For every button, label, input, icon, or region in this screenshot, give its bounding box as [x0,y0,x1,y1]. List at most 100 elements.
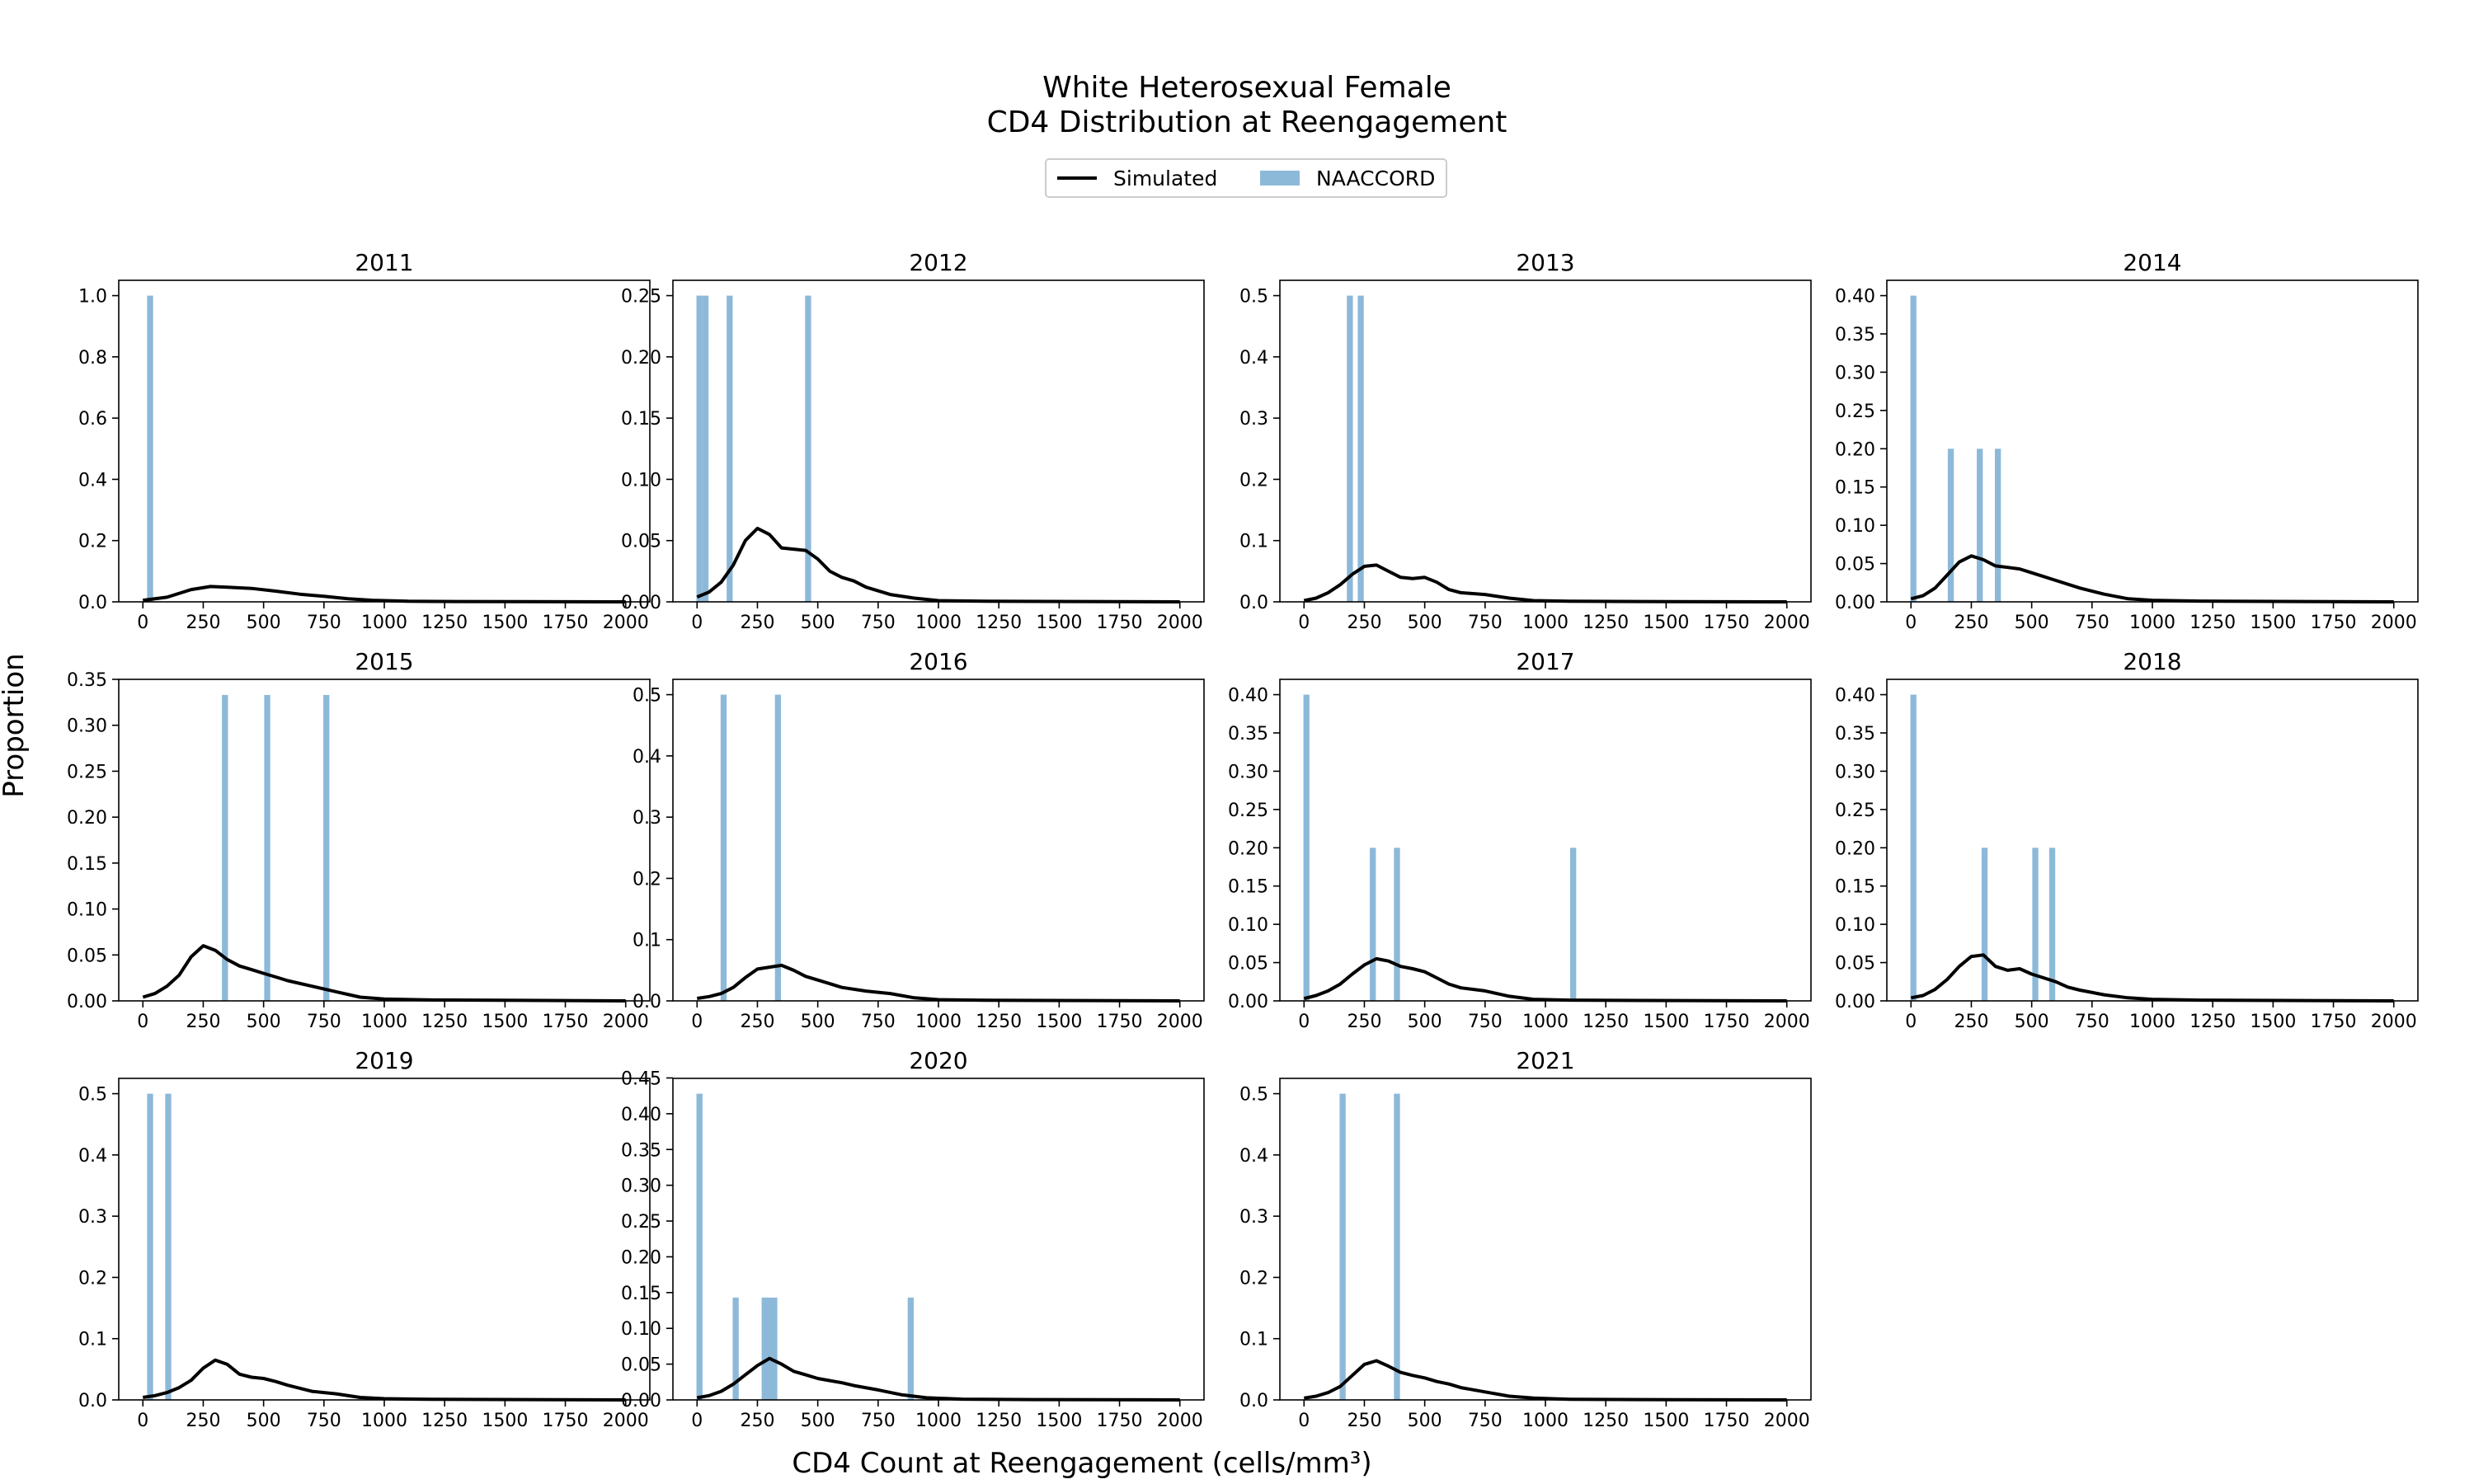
naaccord-bar [1370,848,1376,1001]
naaccord-bar [2048,848,2056,1001]
x-tick-label: 250 [740,613,774,633]
y-tick-label: 0.35 [1835,724,1875,744]
naaccord-bar [907,1297,914,1400]
naaccord-bar [147,295,153,602]
panel-2013: 2013 0 250 500 750 1000 1250 1500 1750 2000 0.0 0.1… [1239,249,1812,633]
naaccord-bar [147,1093,153,1400]
y-tick-label: 0.05 [1228,954,1268,974]
x-tick-label: 500 [247,1012,281,1032]
y-axis-label: Proportion [0,653,31,797]
x-axis-label: CD4 Count at Reengagement (cells/mm³) [792,1447,1371,1480]
y-tick-label: 0.35 [621,1140,661,1161]
y-tick-label: 0.20 [621,348,661,369]
naaccord-bar [1570,848,1577,1001]
naaccord-bar [1947,448,1954,602]
naaccord-bar [696,1093,703,1400]
y-tick-label: 0.00 [1228,992,1268,1012]
x-tick-label: 1000 [915,1411,962,1431]
x-tick-label: 1500 [1036,1411,1082,1431]
y-tick-label: 0.30 [621,1176,661,1197]
x-tick-label: 2000 [603,1411,649,1431]
y-tick-label: 0.2 [633,869,661,890]
panel-2011: 2011 0 250 500 750 1000 1250 1500 1750 2000 0.0 0.2… [78,249,651,633]
y-tick-label: 0.20 [1835,838,1875,859]
x-tick-label: 250 [1347,613,1381,633]
y-tick-label: 0.15 [621,409,661,430]
x-tick-label: 1750 [1097,613,1143,633]
y-tick-label: 0.30 [67,716,107,737]
x-tick-label: 500 [801,1012,835,1032]
x-tick-label: 2000 [1157,613,1203,633]
plot-frame [672,1078,1205,1401]
y-tick-label: 0.10 [1835,516,1875,537]
y-tick-label: 0.40 [621,1105,661,1125]
x-tick-label: 500 [801,1411,835,1431]
x-tick-label: 1750 [1704,1411,1750,1431]
y-tick-label: 0.35 [1835,325,1875,345]
x-tick-label: 0 [1905,613,1917,633]
x-tick-label: 0 [1905,1012,1917,1032]
x-tick-label: 750 [307,1012,341,1032]
y-tick-label: 0.05 [621,532,661,552]
y-tick-label: 0.8 [78,348,107,369]
panel-title: 2013 [1516,249,1574,276]
y-tick-label: 0.00 [621,1391,661,1411]
x-tick-label: 0 [137,1411,148,1431]
x-tick-label: 1750 [1097,1012,1143,1032]
y-tick-label: 0.05 [67,946,107,966]
plot-frame [118,679,651,1002]
x-tick-label: 1500 [1643,1411,1689,1431]
panel-2017: 2017 0 250 500 750 1000 1250 1500 1750 2000 0.00 0.… [1228,648,1812,1032]
y-tick-label: 0.25 [67,762,107,782]
x-tick-label: 1750 [1704,1012,1750,1032]
y-tick-label: 0.25 [621,287,661,308]
plot-frame [118,1078,651,1401]
x-tick-label: 2000 [2371,1012,2417,1032]
panel-title: 2012 [909,249,967,276]
x-tick-label: 1500 [482,1012,528,1032]
x-tick-label: 250 [1954,1012,1988,1032]
y-tick-label: 0.30 [1835,762,1875,782]
naaccord-bar [1347,295,1353,602]
y-tick-label: 0.30 [1228,762,1268,782]
y-tick-label: 0.20 [1835,439,1875,460]
plot-frame [118,279,651,603]
naaccord-bar [165,1093,172,1400]
x-tick-label: 1250 [421,613,468,633]
legend-frame [1045,158,1447,198]
naaccord-bar [1910,295,1917,602]
x-tick-label: 750 [2075,1012,2109,1032]
panel-2015: 2015 0 250 500 750 1000 1250 1500 1750 2000 0.00 0.… [67,648,651,1032]
y-tick-label: 0.5 [78,1085,107,1106]
figure-title-line2: CD4 Distribution at Reengagement [987,106,1507,139]
y-tick-label: 0.15 [1835,478,1875,499]
y-tick-label: 0.00 [67,992,107,1012]
naaccord-bar [771,1297,778,1400]
panel-2021: 2021 0 250 500 750 1000 1250 1500 1750 2000 0.0 0.1… [1239,1047,1812,1431]
y-tick-label: 0.5 [633,686,661,707]
y-tick-label: 0.4 [1239,1146,1268,1167]
simulated-line [696,1356,1180,1402]
x-tick-label: 1250 [1583,1411,1629,1431]
y-tick-label: 0.3 [78,1207,107,1228]
simulated-line [1303,563,1787,603]
x-tick-label: 1250 [2189,613,2236,633]
x-tick-label: 750 [861,1012,896,1032]
x-tick-label: 0 [691,613,703,633]
x-tick-label: 500 [2015,613,2049,633]
x-tick-label: 1250 [1583,1012,1629,1032]
plot-frame [672,679,1205,1002]
y-tick-label: 0.15 [621,1284,661,1304]
x-tick-label: 500 [2015,1012,2049,1032]
y-tick-label: 0.4 [78,470,107,491]
x-tick-label: 500 [801,613,835,633]
plot-frame [1279,1078,1812,1401]
x-tick-label: 750 [307,1411,341,1431]
y-tick-label: 0.35 [1228,724,1268,744]
x-tick-label: 0 [137,613,148,633]
y-tick-label: 0.35 [67,670,107,691]
naaccord-bar [761,1297,768,1400]
naaccord-bar [1977,448,1983,602]
x-tick-label: 2000 [603,613,649,633]
y-tick-label: 0.20 [1228,838,1268,859]
